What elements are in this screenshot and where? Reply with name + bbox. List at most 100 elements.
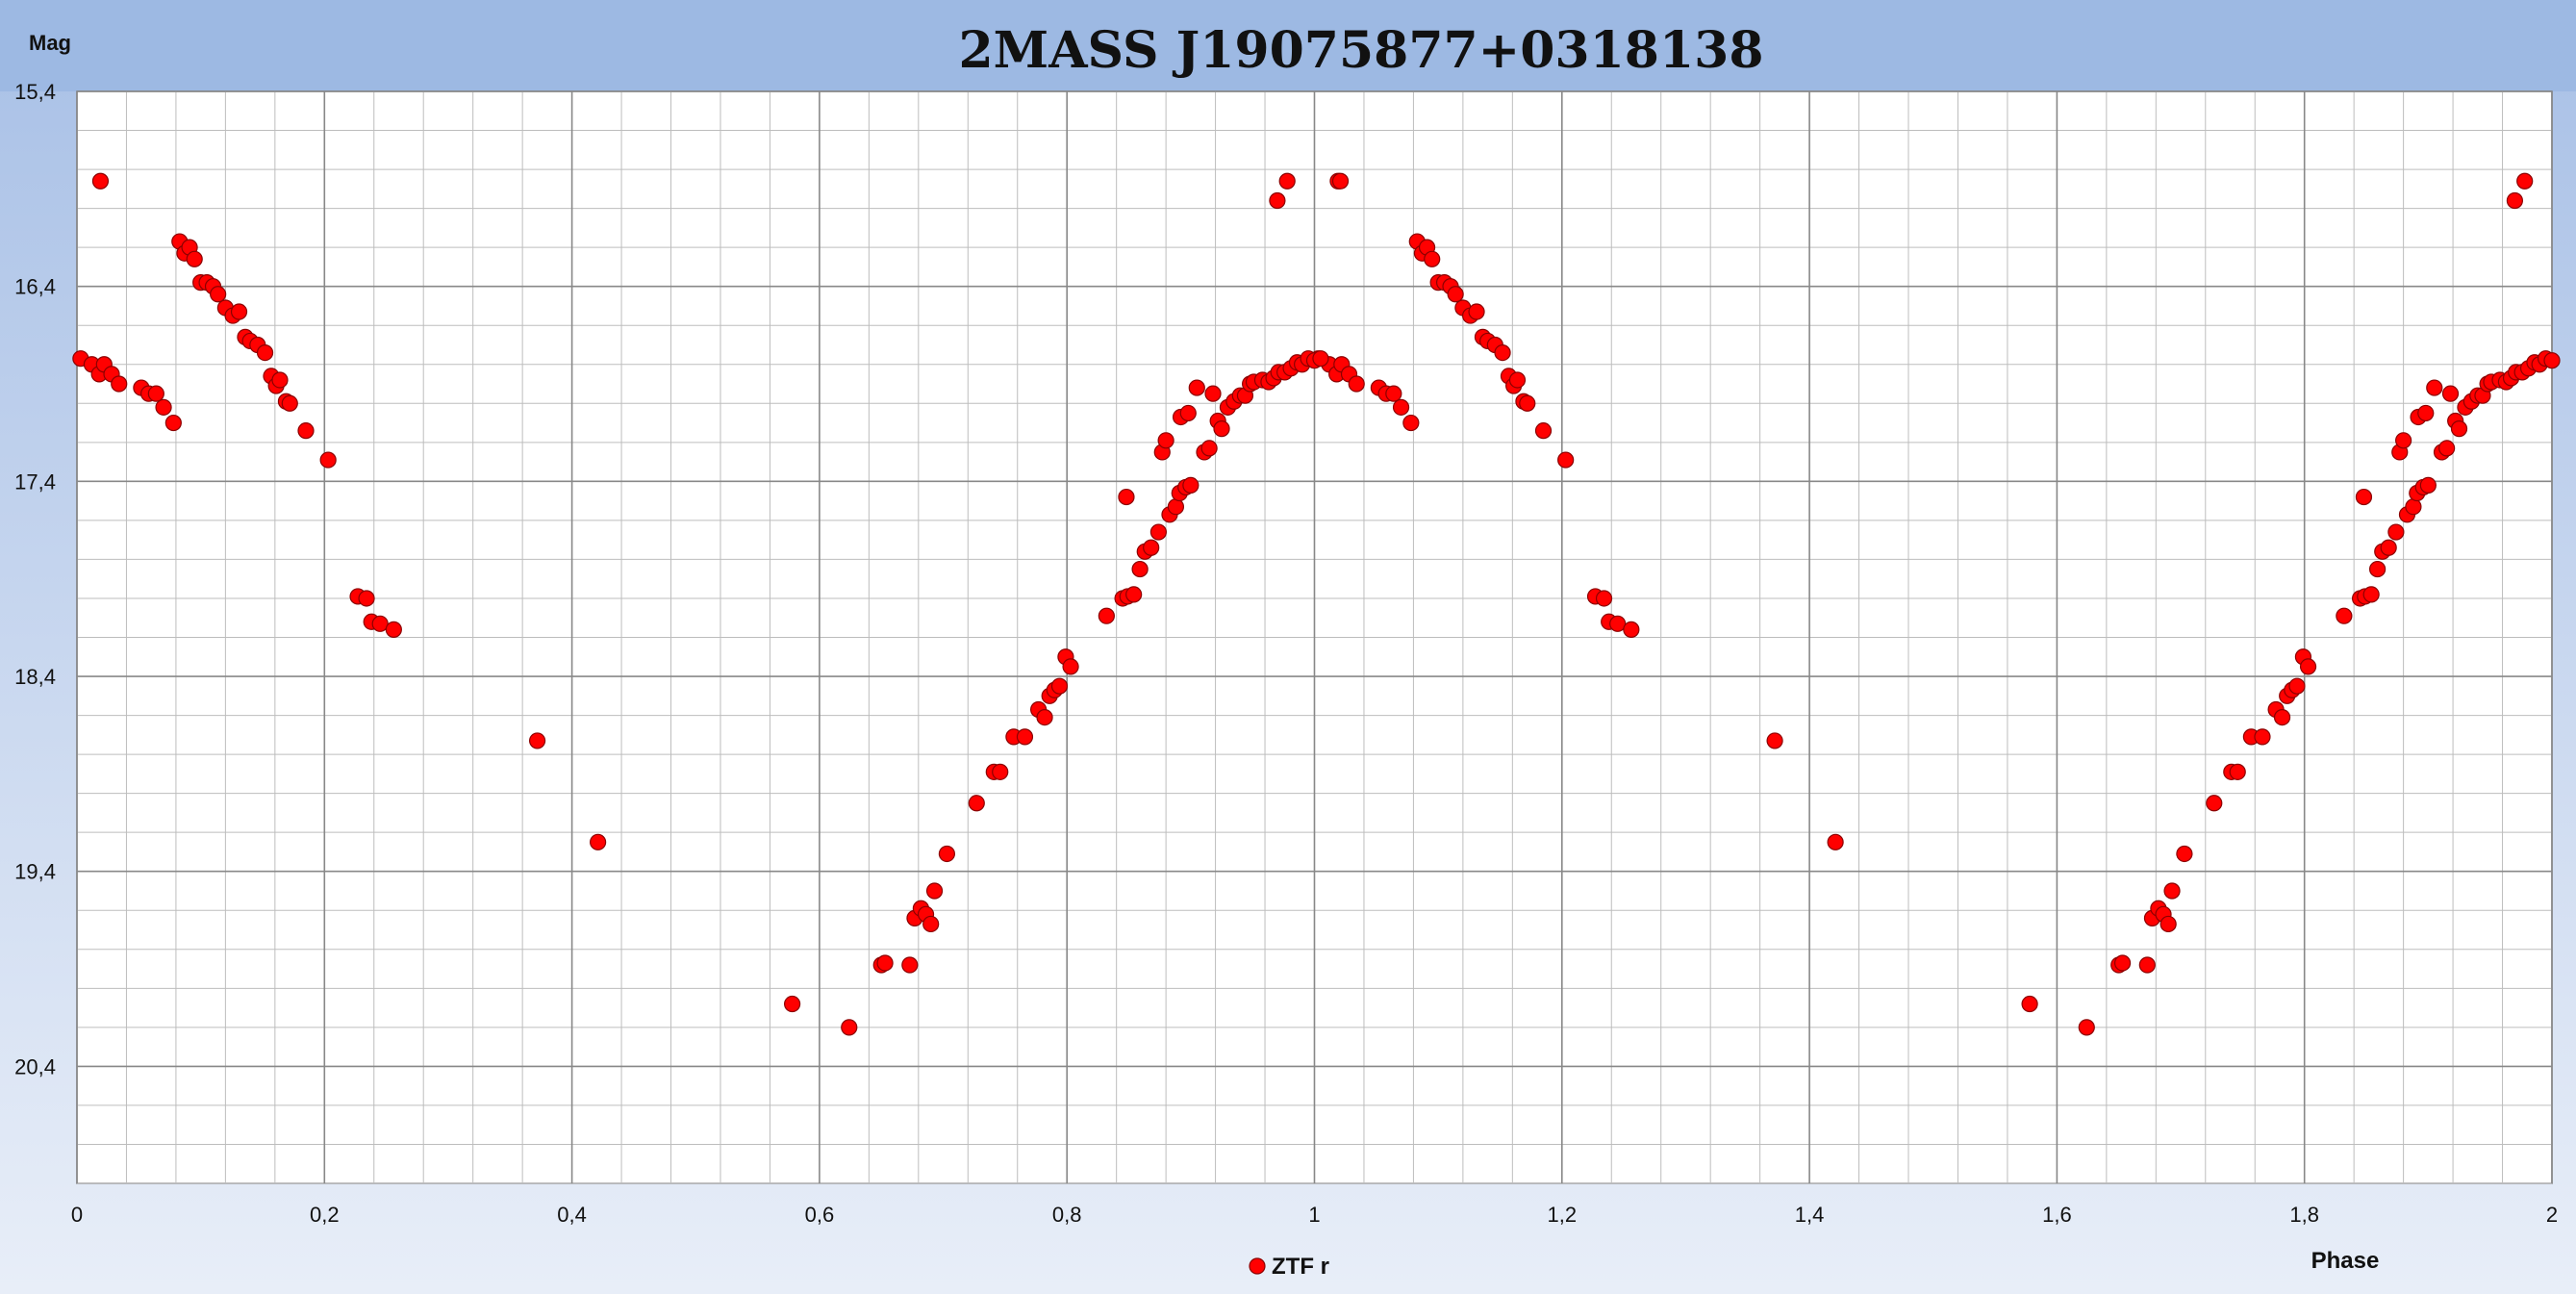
header-band [0,0,2576,91]
data-point [1519,394,1536,412]
data-point [1213,420,1230,438]
data-point [1508,371,1527,389]
data-point [2362,586,2380,603]
data-point [358,590,375,607]
data-point [1385,385,1402,402]
data-point [2159,915,2177,933]
data-points [72,172,2561,1036]
data-point [271,371,289,389]
x-tick-label: 1,4 [1795,1203,1825,1227]
data-point [1131,560,1149,578]
data-point [1269,191,1286,210]
y-tick-label: 18,4 [14,665,56,689]
y-tick-label: 17,4 [14,469,56,494]
data-point [1595,590,1613,607]
y-axis-ticks: 15,4 16,4 17,4 18,4 19,4 20,4 [14,80,56,1078]
data-point [2543,352,2561,369]
data-point [1200,440,1218,457]
y-tick-label: 19,4 [14,860,56,884]
data-point [2369,560,2387,578]
grid-minor [77,91,2552,1184]
legend: ZTF r [1249,1254,1329,1280]
chart-title: 2MASS J19075877+0318138 [958,21,1763,80]
x-tick-label: 0 [71,1203,83,1227]
data-point [1623,621,1640,638]
data-point [297,422,315,440]
data-point [1424,250,1441,267]
data-point [1167,498,1185,516]
data-point [2405,498,2422,516]
data-point [2419,476,2437,495]
x-tick-label: 2 [2546,1203,2558,1227]
y-tick-label: 20,4 [14,1054,56,1078]
data-point [938,845,956,863]
data-point [1149,523,1168,541]
data-point [1182,476,1200,495]
data-point [2176,845,2193,863]
data-point [2355,488,2373,506]
data-point [2113,954,2132,972]
data-point [230,303,248,320]
data-point [1188,379,1205,396]
data-point [1557,451,1575,469]
data-point [91,172,110,190]
data-point [1098,607,1115,624]
data-point [1062,658,1079,675]
data-point [2380,539,2397,556]
data-point [155,398,172,416]
data-point [1827,833,1844,850]
x-tick-label: 1,2 [1548,1203,1578,1227]
data-point [2438,440,2456,457]
data-point [528,732,546,749]
data-point [2078,1019,2095,1036]
data-point [968,795,985,812]
data-point [385,621,402,638]
data-point [2441,385,2460,402]
x-tick-label: 0,8 [1052,1203,1082,1227]
data-point [1402,414,1420,432]
legend-marker [1249,1257,1266,1275]
data-point [2254,728,2271,746]
data-point [922,915,940,933]
data-point [2450,420,2468,438]
data-point [1609,615,1627,632]
data-point [1125,586,1143,603]
data-point [992,763,1009,780]
data-point [876,954,894,972]
data-point [210,286,227,303]
data-point [925,882,944,900]
data-point [2273,708,2291,726]
data-point [2288,677,2306,695]
data-point [2229,763,2246,780]
data-point [256,343,274,362]
x-tick-label: 1,6 [2042,1203,2072,1227]
grid-major [76,90,2553,1183]
data-point [1447,286,1464,303]
x-tick-label: 0,4 [557,1203,587,1227]
data-point [2206,795,2223,812]
data-point [1143,539,1160,556]
y-tick-label: 15,4 [14,80,56,104]
data-point [2021,995,2038,1013]
data-point [186,250,203,267]
data-point [1766,732,1783,749]
data-point [841,1019,858,1036]
data-point [2395,432,2412,449]
data-point [1494,343,1511,362]
x-tick-label: 0,2 [310,1203,340,1227]
data-point [783,995,801,1013]
data-point [1050,677,1069,695]
data-point [2299,658,2317,675]
x-axis-ticks: 0 0,2 0,4 0,6 0,8 1 1,2 1,4 1,6 1,8 2 [71,1203,2558,1227]
data-point [1204,385,1222,402]
data-point [2506,191,2524,210]
data-point [2163,882,2181,900]
data-point [1534,422,1553,440]
data-point [1157,432,1174,449]
data-point [2516,172,2534,190]
data-point [590,833,607,850]
data-point [371,615,389,632]
legend-label: ZTF r [1272,1254,1329,1280]
